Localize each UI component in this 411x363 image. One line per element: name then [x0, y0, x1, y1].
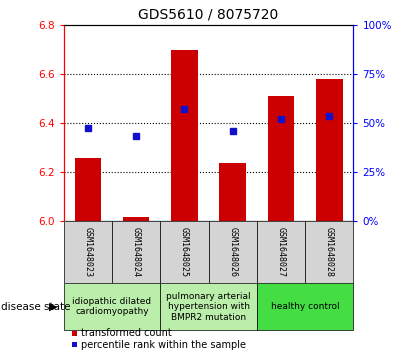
Bar	[64, 283, 160, 330]
Text: pulmonary arterial
hypertension with
BMPR2 mutation: pulmonary arterial hypertension with BMP…	[166, 292, 251, 322]
Text: GSM1648023: GSM1648023	[83, 227, 92, 277]
Bar	[257, 221, 305, 283]
Title: GDS5610 / 8075720: GDS5610 / 8075720	[139, 8, 279, 21]
Bar	[123, 217, 150, 221]
Text: disease state: disease state	[1, 302, 71, 312]
Text: GSM1648025: GSM1648025	[180, 227, 189, 277]
Text: healthy control: healthy control	[271, 302, 339, 311]
Text: ▶: ▶	[48, 302, 57, 312]
Bar	[209, 221, 257, 283]
Text: GSM1648028: GSM1648028	[325, 227, 334, 277]
Bar	[160, 221, 209, 283]
Bar	[268, 97, 294, 221]
Text: GSM1648024: GSM1648024	[132, 227, 141, 277]
Bar	[219, 163, 246, 221]
Bar	[112, 221, 160, 283]
Text: GSM1648027: GSM1648027	[277, 227, 286, 277]
Bar	[316, 79, 343, 221]
Bar	[160, 283, 257, 330]
Text: idiopathic dilated
cardiomyopathy: idiopathic dilated cardiomyopathy	[72, 297, 152, 317]
Bar	[64, 221, 112, 283]
Text: GSM1648026: GSM1648026	[228, 227, 237, 277]
Bar	[257, 283, 353, 330]
Text: percentile rank within the sample: percentile rank within the sample	[81, 340, 246, 350]
Bar	[305, 221, 353, 283]
Text: transformed count: transformed count	[81, 328, 172, 338]
Bar	[171, 50, 198, 221]
Bar	[74, 158, 101, 221]
